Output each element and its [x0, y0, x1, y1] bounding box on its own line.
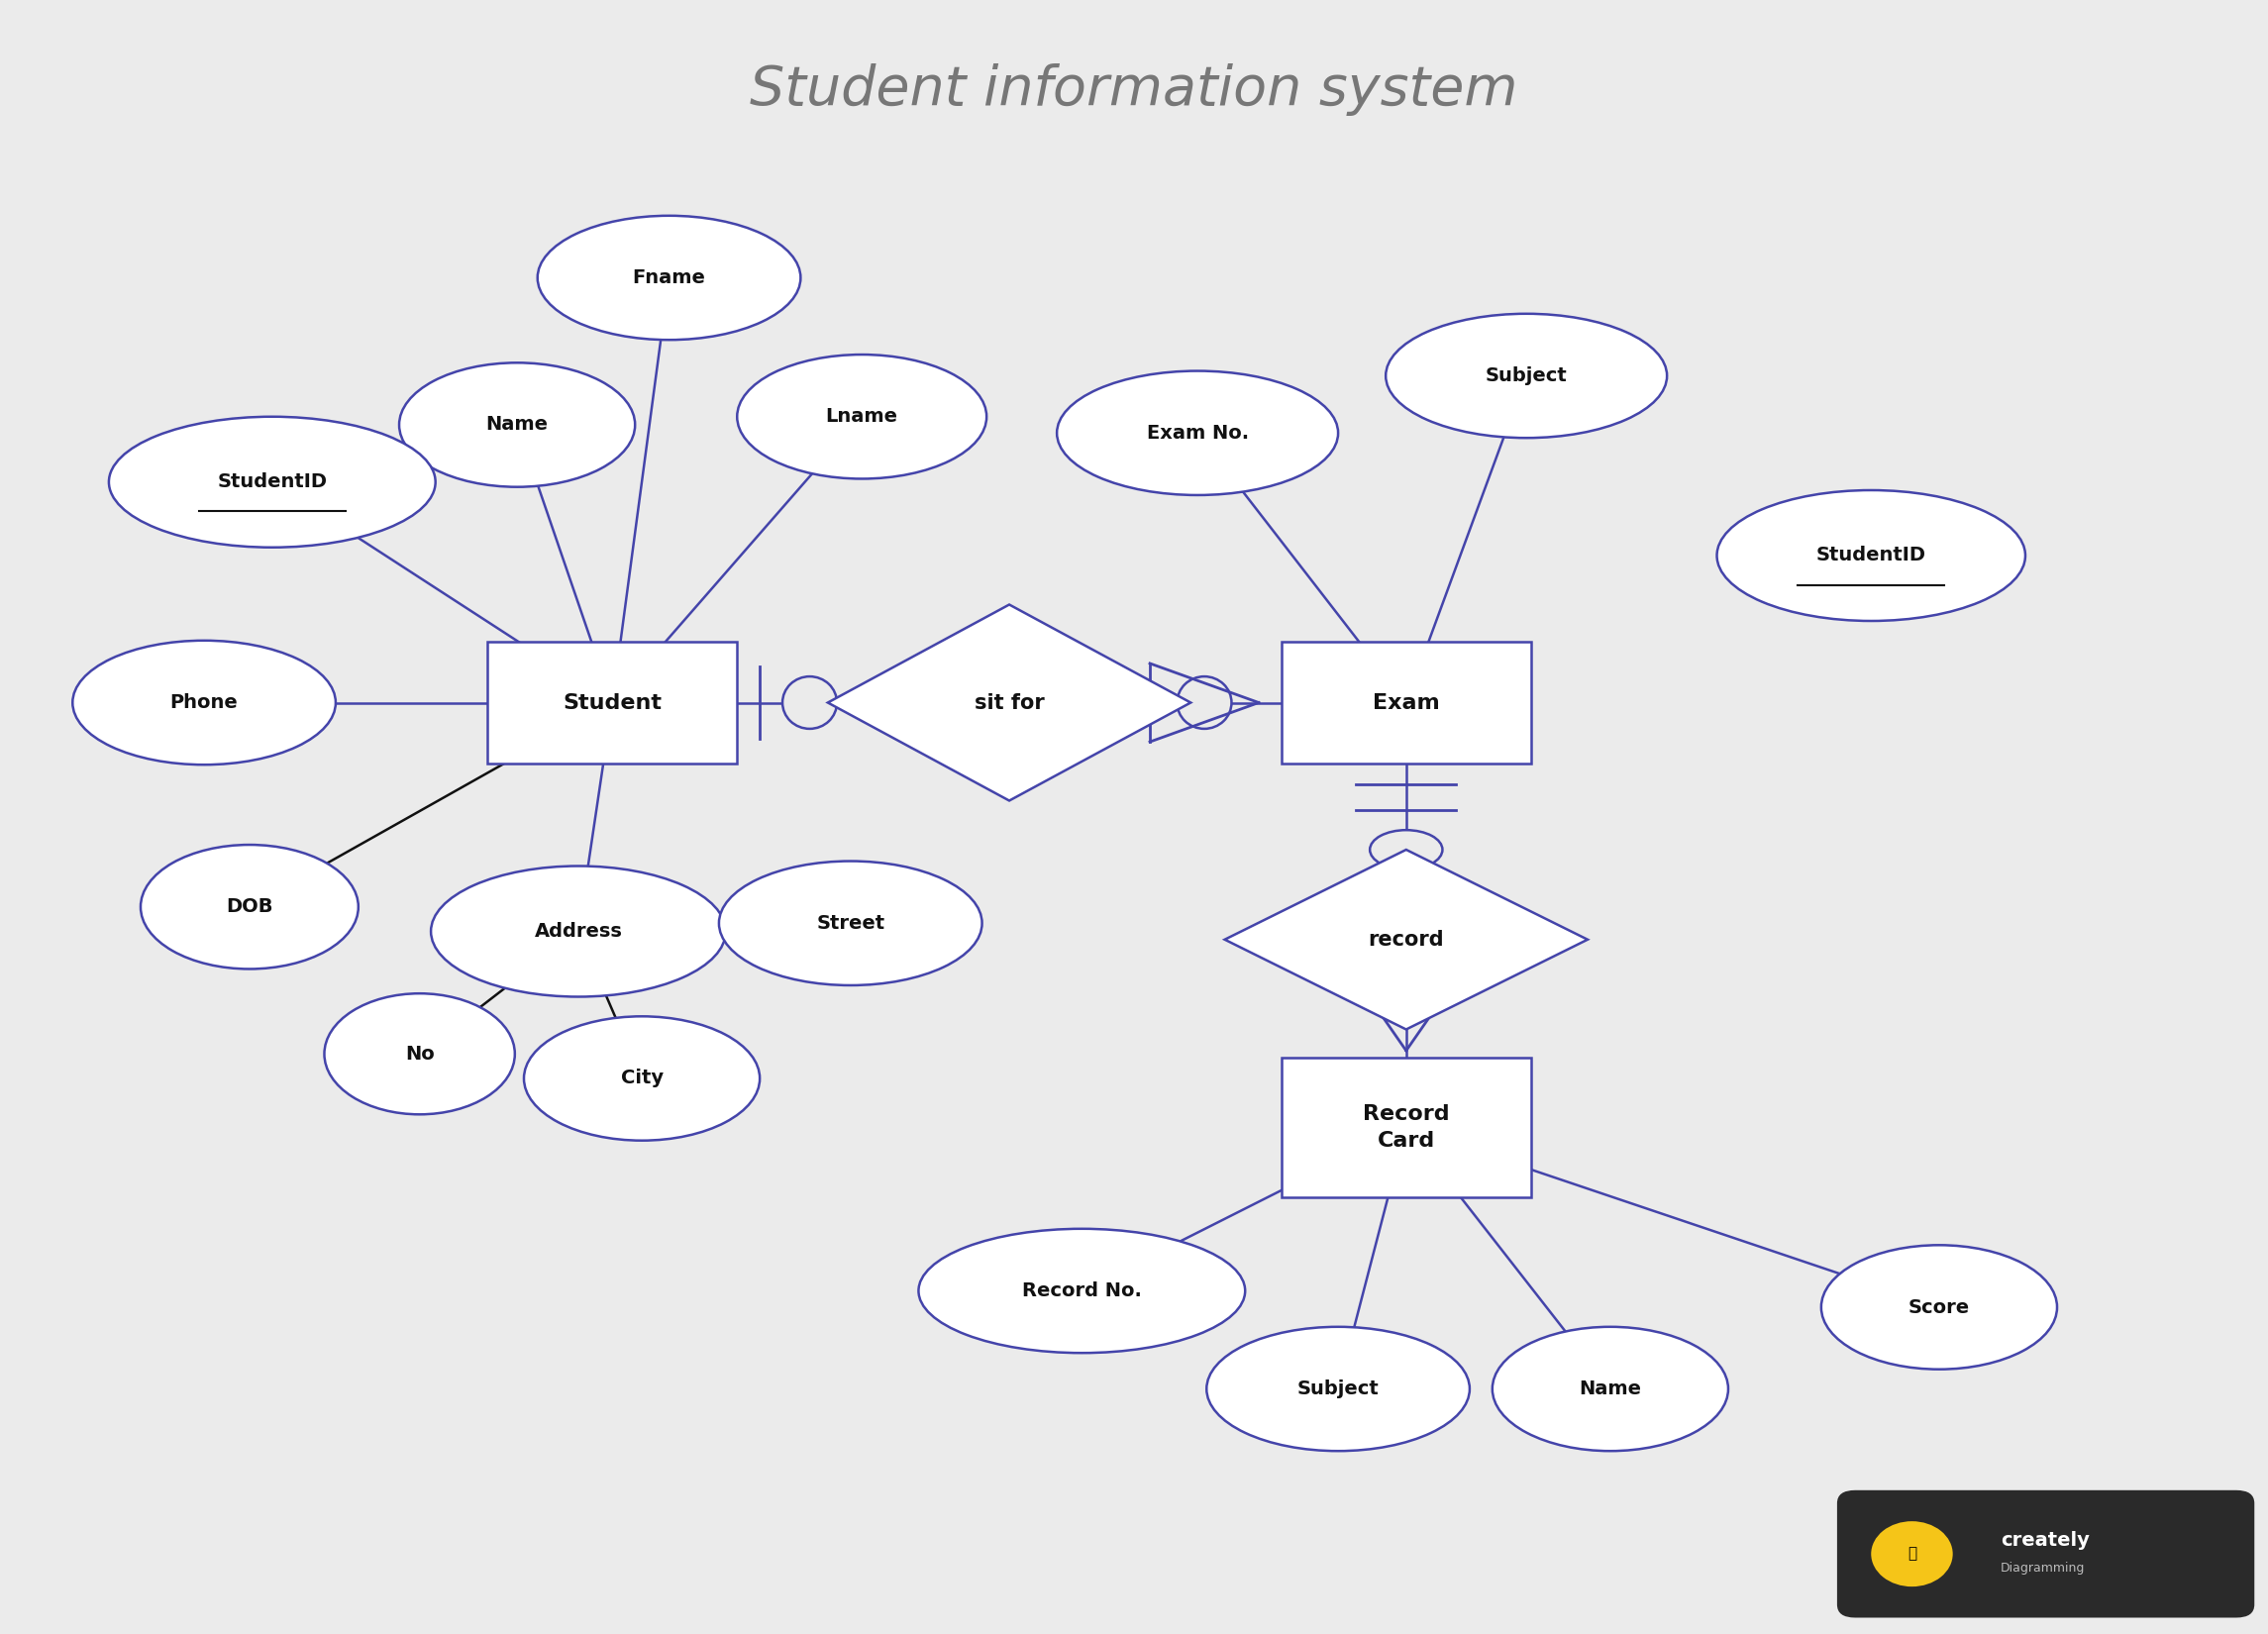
Bar — [488, 641, 737, 765]
Ellipse shape — [1207, 1327, 1470, 1451]
Polygon shape — [828, 605, 1191, 801]
Ellipse shape — [1370, 982, 1442, 1021]
Text: 💡: 💡 — [1907, 1546, 1916, 1562]
Ellipse shape — [109, 417, 435, 547]
Ellipse shape — [141, 845, 358, 969]
Text: Exam: Exam — [1372, 693, 1440, 712]
Text: record: record — [1368, 930, 1445, 949]
Text: City: City — [621, 1069, 662, 1088]
Text: Address: Address — [535, 922, 621, 941]
Text: No: No — [406, 1044, 433, 1064]
Polygon shape — [1225, 850, 1588, 1029]
Text: Score: Score — [1907, 1297, 1971, 1317]
Text: creately: creately — [2000, 1531, 2089, 1551]
Text: Student information system: Student information system — [751, 64, 1517, 116]
Text: Diagramming: Diagramming — [2000, 1562, 2084, 1575]
Ellipse shape — [1871, 1521, 1953, 1587]
Ellipse shape — [399, 363, 635, 487]
Ellipse shape — [73, 641, 336, 765]
Ellipse shape — [538, 216, 801, 340]
FancyBboxPatch shape — [1837, 1490, 2254, 1618]
Text: Subject: Subject — [1486, 366, 1567, 386]
Text: Phone: Phone — [170, 693, 238, 712]
Text: sit for: sit for — [975, 693, 1043, 712]
Ellipse shape — [919, 1229, 1245, 1353]
Text: Record
Card: Record Card — [1363, 1105, 1449, 1150]
Ellipse shape — [1717, 490, 2025, 621]
Bar — [1281, 1059, 1531, 1196]
Ellipse shape — [1821, 1245, 2057, 1369]
Ellipse shape — [431, 866, 726, 997]
Text: DOB: DOB — [227, 897, 272, 917]
Text: Exam No.: Exam No. — [1145, 423, 1250, 443]
Text: Student: Student — [562, 693, 662, 712]
Ellipse shape — [1370, 830, 1442, 869]
Ellipse shape — [782, 676, 837, 729]
Text: Name: Name — [1579, 1379, 1642, 1399]
Ellipse shape — [524, 1016, 760, 1141]
Text: Record No.: Record No. — [1023, 1281, 1141, 1301]
Text: Subject: Subject — [1297, 1379, 1379, 1399]
Text: StudentID: StudentID — [1817, 546, 1926, 565]
Ellipse shape — [1177, 676, 1232, 729]
Ellipse shape — [324, 993, 515, 1114]
Text: StudentID: StudentID — [218, 472, 327, 492]
Text: Lname: Lname — [826, 407, 898, 426]
Ellipse shape — [1386, 314, 1667, 438]
Ellipse shape — [719, 861, 982, 985]
Text: Street: Street — [816, 913, 885, 933]
Text: Fname: Fname — [633, 268, 705, 288]
Ellipse shape — [1492, 1327, 1728, 1451]
Bar — [1281, 641, 1531, 765]
Ellipse shape — [1057, 371, 1338, 495]
Text: Name: Name — [485, 415, 549, 435]
Ellipse shape — [737, 355, 987, 479]
